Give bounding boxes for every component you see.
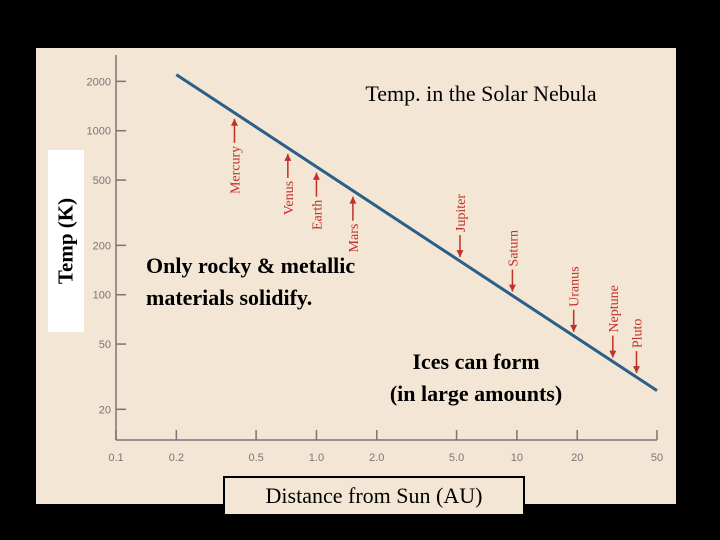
x-tick-label: 20 [571,452,583,464]
x-tick-label: 5.0 [449,452,464,464]
planet-arrow-head [230,118,238,126]
annotation-rocky-line-1: Only rocky & metallic [146,253,356,278]
x-tick-label: 0.2 [169,452,184,464]
planet-arrow-head [456,250,464,258]
y-tick-label: 50 [99,339,111,351]
planet-label: Venus [282,181,297,215]
annotation-ices-line-2: (in large amounts) [389,381,563,406]
series [175,73,658,392]
x-tick-label: 0.5 [248,452,263,464]
planet-label: Uranus [568,266,583,306]
planet-arrow-head [609,350,617,358]
y-tick-label: 20 [99,404,111,416]
planet-marker-neptune: Neptune [607,285,622,358]
axes [115,55,657,441]
planet-marker-mars: Mars [347,196,362,253]
x-tick-label: 2.0 [369,452,384,464]
planet-arrow-head [508,284,516,292]
planet-markers: Mercury Venus Earth Mars Jupiter Saturn Uranus… [228,118,645,374]
planet-arrow-head [284,153,292,161]
planet-marker-pluto: Pluto [630,319,645,374]
y-axis-title-box [48,150,84,332]
x-tick-label: 50 [651,452,663,464]
y-tick-label: 2000 [87,76,111,88]
planet-marker-jupiter: Jupiter [454,194,469,258]
y-tick-label: 100 [93,290,111,302]
temperature-line [175,73,658,392]
x-tick-label: 0.1 [108,452,123,464]
planet-marker-mercury: Mercury [228,118,243,194]
planet-label: Earth [310,200,325,230]
x-tick-label: 10 [511,452,523,464]
y-tick-label: 500 [93,175,111,187]
annotation-rocky: Only rocky & metallic materials solidify… [146,250,355,314]
y-axis-title: Temp (K) [53,197,78,285]
planet-arrow-head [349,196,357,204]
planet-label: Saturn [506,230,521,267]
chart-title: Temp. in the Solar Nebula [365,81,597,106]
planet-label: Pluto [630,319,645,349]
annotation-ices: Ices can form (in large amounts) [390,346,562,410]
x-axis-title-box [223,476,525,516]
planet-arrow-head [312,172,320,180]
annotation-rocky-line-2: materials solidify. [146,285,313,310]
planet-label: Mercury [228,146,243,194]
ticks: 2000 1000 500 200 100 50 20 0.1 0.2 0.5 1.0 2.0 5.0 1… [87,76,664,464]
y-tick-label: 200 [93,240,111,252]
planet-marker-venus: Venus [282,153,297,215]
planet-label: Jupiter [454,194,469,232]
planet-arrow-head [570,324,578,332]
planet-arrow-head [632,366,640,374]
y-tick-label: 1000 [87,126,111,138]
planet-label: Mars [347,224,362,253]
planet-label: Neptune [607,285,622,332]
planet-marker-uranus: Uranus [568,266,583,332]
annotation-ices-line-1: Ices can form [412,349,540,374]
planet-marker-earth: Earth [310,172,325,230]
chart-panel [36,48,676,504]
x-axis-title: Distance from Sun (AU) [265,483,483,508]
planet-marker-saturn: Saturn [506,230,521,292]
x-tick-label: 1.0 [309,452,324,464]
